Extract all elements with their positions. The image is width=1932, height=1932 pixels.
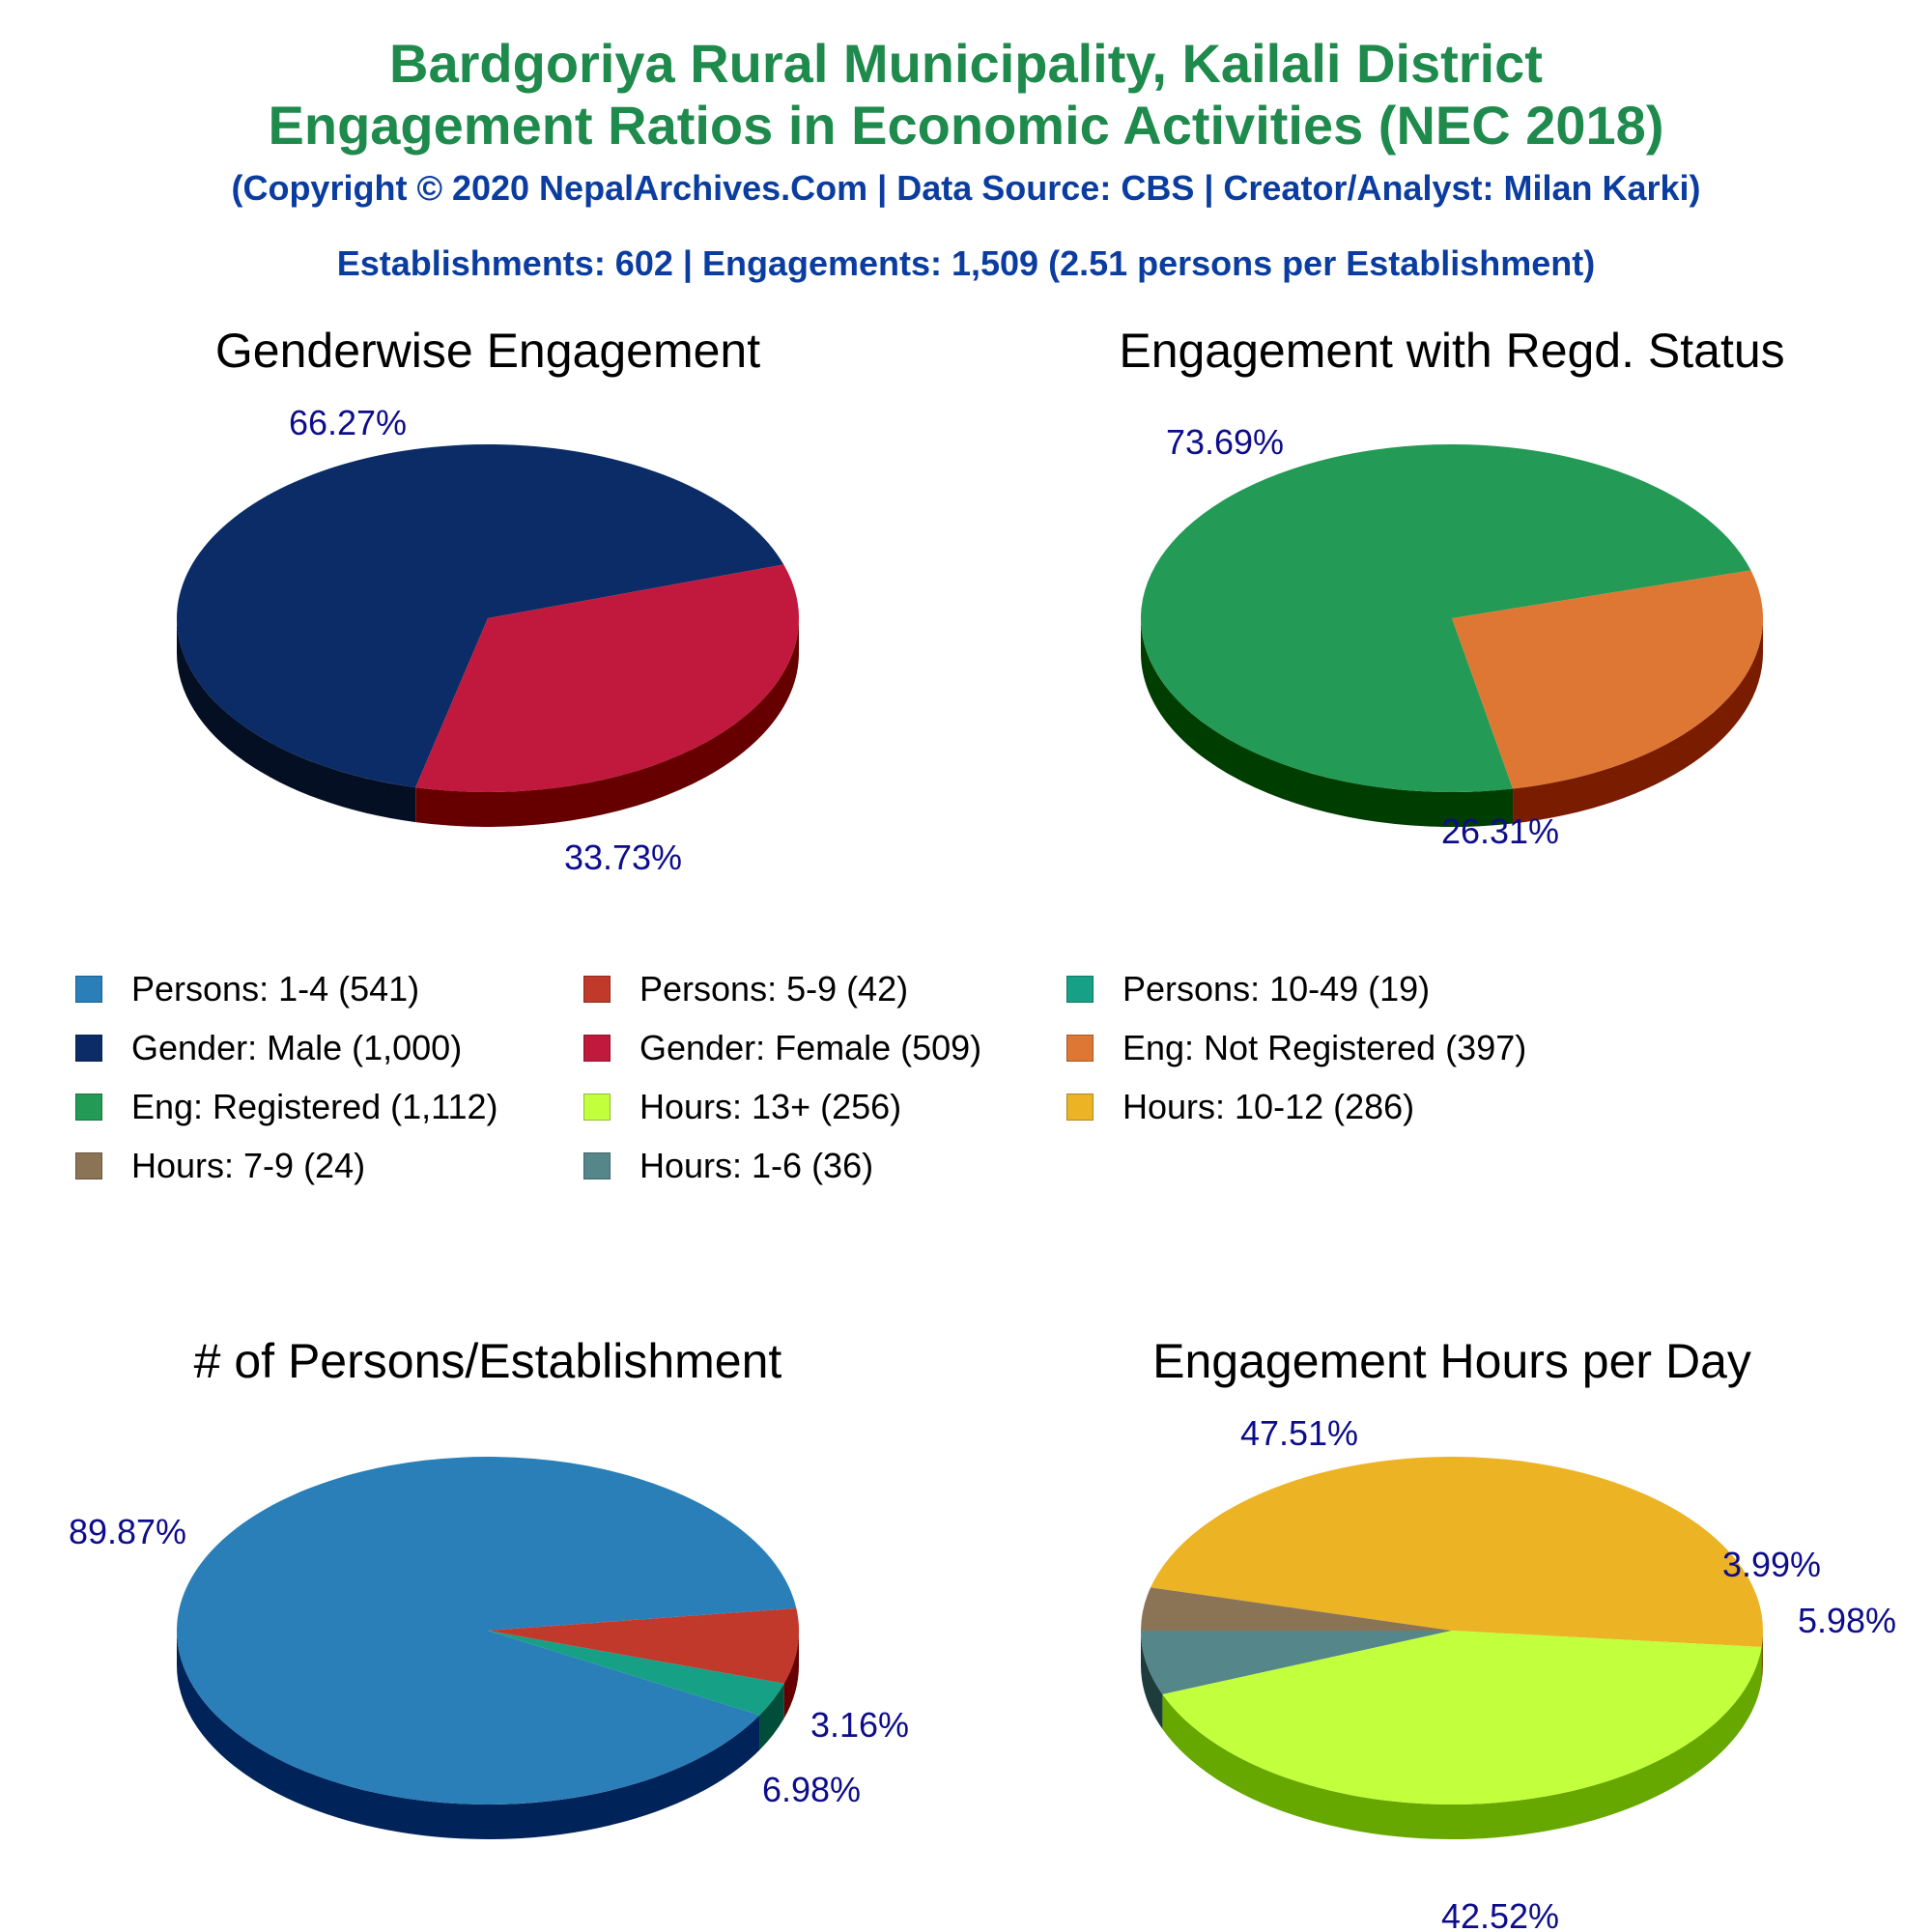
pie-percent-label: 66.27%: [289, 403, 407, 442]
pie-slice: [1141, 444, 1751, 793]
legend-label: Persons: 1-4 (541): [131, 969, 420, 1009]
pie-title: Genderwise Engagement: [215, 324, 760, 378]
pie-title: Engagement with Regd. Status: [1119, 324, 1784, 378]
pie-chart: # of Persons/Establishment 89.87% 3.16% 6.9…: [69, 1334, 909, 1839]
legend-item: Eng: Not Registered (397): [1066, 1027, 1526, 1069]
legend-swatch: [1066, 976, 1094, 1003]
summary-line: Establishments: 602 | Engagements: 1,509…: [336, 243, 1596, 283]
pie-percent-label: 73.69%: [1166, 422, 1284, 462]
pie-percent-label: 5.98%: [1798, 1601, 1896, 1640]
pie-slice-side: [759, 1683, 784, 1750]
legend-label: Eng: Not Registered (397): [1122, 1028, 1527, 1067]
legend-label: Hours: 13+ (256): [639, 1087, 902, 1126]
legend-label: Gender: Male (1,000): [131, 1028, 463, 1067]
legend-swatch: [583, 1035, 611, 1062]
legend-swatch: [75, 1152, 102, 1179]
pie-chart: Engagement Hours per Day 47.51% 3.99% 5.98%…: [1141, 1334, 1896, 1932]
legend-item: Hours: 10-12 (286): [1066, 1086, 1414, 1128]
pie-slice: [488, 1631, 784, 1716]
legend-label: Eng: Registered (1,112): [131, 1087, 498, 1126]
pie-slice-side: [1761, 1631, 1763, 1682]
legend-label: Hours: 7-9 (24): [131, 1146, 366, 1185]
pie-percent-label: 3.16%: [810, 1705, 909, 1745]
pie-chart: Engagement with Regd. Status 73.69% 26.31%: [1119, 324, 1784, 851]
pie-percent-label: 26.31%: [1441, 811, 1559, 851]
pie-percent-label: 42.52%: [1441, 1896, 1559, 1932]
pie-slice: [176, 444, 784, 788]
pie-percent-label: 6.98%: [762, 1770, 861, 1809]
pie-slice-side: [1513, 618, 1763, 824]
legend-swatch: [583, 1152, 611, 1179]
legend-label: Gender: Female (509): [639, 1028, 982, 1067]
legend-item: Hours: 7-9 (24): [75, 1145, 365, 1187]
legend-swatch: [1066, 1035, 1094, 1062]
legend-swatch: [75, 976, 102, 1003]
legend-label: Hours: 10-12 (286): [1122, 1087, 1415, 1126]
pie-slice: [1141, 1630, 1452, 1695]
chart-title-line1: Bardgoriya Rural Municipality, Kailali D…: [389, 33, 1543, 94]
pie-percent-label: 3.99%: [1722, 1545, 1821, 1584]
legend-swatch: [1066, 1094, 1094, 1121]
pie-percent-label: 89.87%: [69, 1512, 186, 1551]
chart-title-line2: Engagement Ratios in Economic Activities…: [268, 95, 1664, 156]
legend-item: Persons: 10-49 (19): [1066, 968, 1430, 1010]
legend-swatch: [583, 1094, 611, 1121]
pie-slice-side: [177, 618, 416, 823]
pie-slice: [1151, 1457, 1763, 1647]
pie-slice: [415, 564, 799, 792]
legend-item: Persons: 1-4 (541): [75, 968, 419, 1010]
legend-label: Hours: 1-6 (36): [639, 1146, 874, 1185]
pie-slice: [1452, 570, 1763, 789]
pie-slice-side: [783, 1631, 800, 1719]
legend-item: Persons: 5-9 (42): [583, 968, 908, 1010]
pie-percent-label: 33.73%: [564, 838, 682, 877]
legend-item: Hours: 1-6 (36): [583, 1145, 873, 1187]
pie-chart: Genderwise Engagement 66.27% 33.73%: [176, 324, 799, 877]
pie-slice-side: [1162, 1646, 1762, 1839]
pie-slice: [1141, 1587, 1452, 1631]
legend-swatch: [75, 1035, 102, 1062]
legend-label: Persons: 5-9 (42): [639, 969, 909, 1009]
pie-title: # of Persons/Establishment: [194, 1334, 782, 1388]
legend-item: Hours: 13+ (256): [583, 1086, 901, 1128]
pie-title: Engagement Hours per Day: [1152, 1334, 1751, 1388]
legend-swatch: [75, 1094, 102, 1121]
legend-item: Gender: Male (1,000): [75, 1027, 462, 1069]
legend-swatch: [583, 976, 611, 1003]
chart-subtitle: (Copyright © 2020 NepalArchives.Com | Da…: [231, 168, 1701, 208]
pie-slice-side: [1141, 618, 1514, 828]
legend-item: Gender: Female (509): [583, 1027, 981, 1069]
legend-item: Eng: Registered (1,112): [75, 1086, 498, 1128]
pie-slice-side: [177, 1631, 760, 1839]
pie-percent-label: 47.51%: [1240, 1413, 1358, 1453]
pie-slice: [488, 1607, 799, 1684]
pie-slice: [1162, 1631, 1762, 1804]
pie-slice-side: [1141, 1631, 1163, 1730]
pie-slice: [176, 1457, 797, 1804]
pie-slice-side: [415, 618, 799, 827]
legend-label: Persons: 10-49 (19): [1122, 969, 1431, 1009]
